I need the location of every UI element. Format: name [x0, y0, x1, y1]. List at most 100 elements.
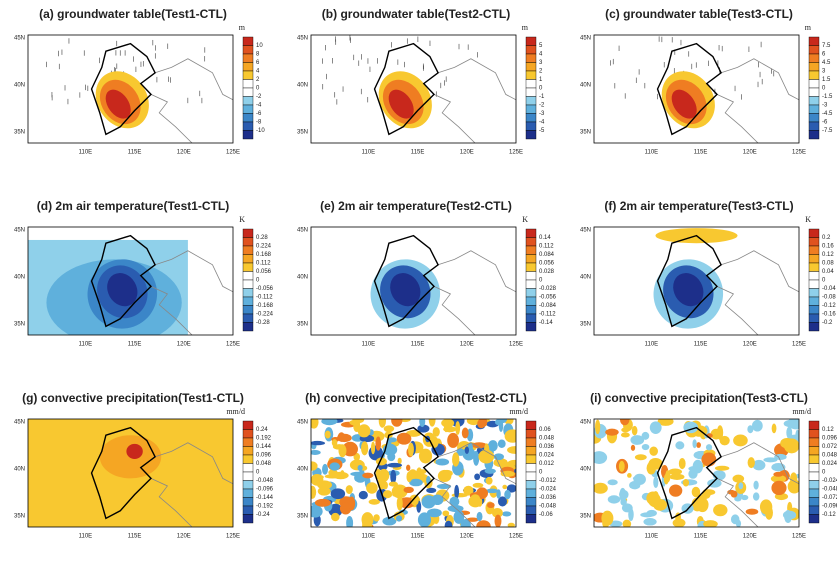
map-frame [593, 34, 800, 144]
field-patch [466, 419, 481, 426]
colorbar-label: -0.028 [539, 286, 557, 292]
colorbar-box [525, 121, 537, 131]
colorbar-box [525, 497, 537, 507]
colorbar-box [242, 437, 254, 447]
lon-label: 120E [743, 342, 757, 348]
field-patch [449, 496, 460, 507]
colorbar-label: -0.224 [256, 312, 274, 318]
map-field [610, 36, 799, 143]
colorbar-box [808, 296, 820, 306]
panel-title: (c) groundwater table(Test3-CTL) [605, 7, 793, 21]
panel-title: (g) convective precipitation(Test1-CTL) [22, 391, 244, 405]
field-patch [507, 522, 515, 527]
field-patch [403, 486, 414, 494]
field-patch [324, 474, 341, 479]
colorbar-label: 0.144 [256, 444, 272, 450]
lon-label: 125E [509, 534, 523, 540]
field-patch [649, 421, 662, 435]
colorbar-box [808, 62, 820, 72]
field-patch [386, 462, 403, 468]
colorbar-box [808, 288, 820, 298]
colorbar-box [242, 104, 254, 114]
colorbar-label: 0.096 [822, 436, 837, 442]
field-patch [594, 451, 608, 464]
field-patch [494, 419, 504, 426]
field-patch [502, 484, 508, 490]
field-patch [703, 520, 718, 527]
field-patch [375, 436, 382, 451]
coastline [150, 286, 193, 335]
colorbar-box [242, 245, 254, 255]
colorbar-box [242, 45, 254, 55]
lat-label: 35N [580, 130, 591, 136]
map-frame [310, 226, 517, 336]
field-patch [348, 496, 356, 511]
panel: (d) 2m air temperature(Test1-CTL) K 45N 40N… [14, 199, 274, 347]
colorbar-box [808, 488, 820, 498]
colorbar-box [242, 228, 254, 238]
field-patch [360, 441, 369, 456]
colorbar-box [525, 446, 537, 456]
region-boundary [656, 426, 722, 520]
field-patch [734, 496, 742, 502]
colorbar-label: -0.144 [256, 495, 274, 501]
colorbar-box [242, 480, 254, 490]
field-patch [634, 454, 647, 461]
unit-label: mm/d [509, 407, 528, 416]
colorbar-label: 0.056 [256, 269, 272, 275]
panel-title: (b) groundwater table(Test2-CTL) [322, 7, 510, 21]
field-patch [460, 518, 471, 527]
field-patch [688, 469, 698, 479]
field-patch [497, 496, 508, 507]
field-patch [783, 512, 796, 520]
lat-label: 35N [297, 130, 308, 136]
field-patch [703, 489, 716, 496]
colorbar-label: 0.08 [822, 261, 834, 267]
coastline [437, 442, 516, 485]
colorbar-label: -0.14 [539, 320, 553, 326]
colorbar-label: -3 [822, 103, 828, 109]
colorbar-label: 5 [539, 43, 543, 49]
field-patch [415, 467, 423, 482]
field-patch [311, 440, 326, 446]
field-patch [628, 507, 634, 522]
colorbar-label: 0.2 [822, 235, 831, 241]
field-patch [494, 514, 502, 527]
map-field [28, 234, 233, 335]
field-patch [496, 489, 501, 499]
colorbar-box [808, 505, 820, 515]
panel: (g) convective precipitation(Test1-CTL) m… [14, 391, 274, 539]
panel-title: (h) convective precipitation(Test2-CTL) [305, 391, 527, 405]
colorbar-label: 0.12 [822, 252, 834, 258]
coastline [154, 250, 233, 293]
colorbar-label: -4 [539, 120, 545, 126]
coastline [154, 442, 233, 485]
field-patch [391, 419, 403, 427]
lat-label: 45N [580, 36, 591, 42]
field-patch [311, 461, 318, 471]
field-patch [487, 502, 495, 509]
region-boundary [656, 42, 722, 136]
field-patch [716, 425, 724, 440]
colorbar-label: -0.06 [539, 512, 553, 518]
field-patch [627, 473, 632, 478]
field-patch [657, 419, 674, 426]
colorbar-box [525, 313, 537, 323]
lat-label: 45N [14, 420, 25, 426]
field-patch [463, 485, 474, 496]
lat-label: 45N [580, 228, 591, 234]
field-patch [641, 444, 650, 451]
colorbar-label: 0 [256, 86, 260, 92]
lon-label: 110E [79, 150, 93, 156]
field-patch [336, 433, 352, 443]
coastline [716, 94, 759, 143]
field-patch [349, 419, 361, 426]
coastline [433, 286, 476, 335]
field-patch [770, 474, 787, 483]
colorbar-box [525, 429, 537, 439]
colorbar-box [808, 313, 820, 323]
field-patch [311, 505, 323, 518]
field-patch [322, 463, 329, 475]
colorbar-box [242, 53, 254, 63]
field-patch [501, 511, 512, 517]
